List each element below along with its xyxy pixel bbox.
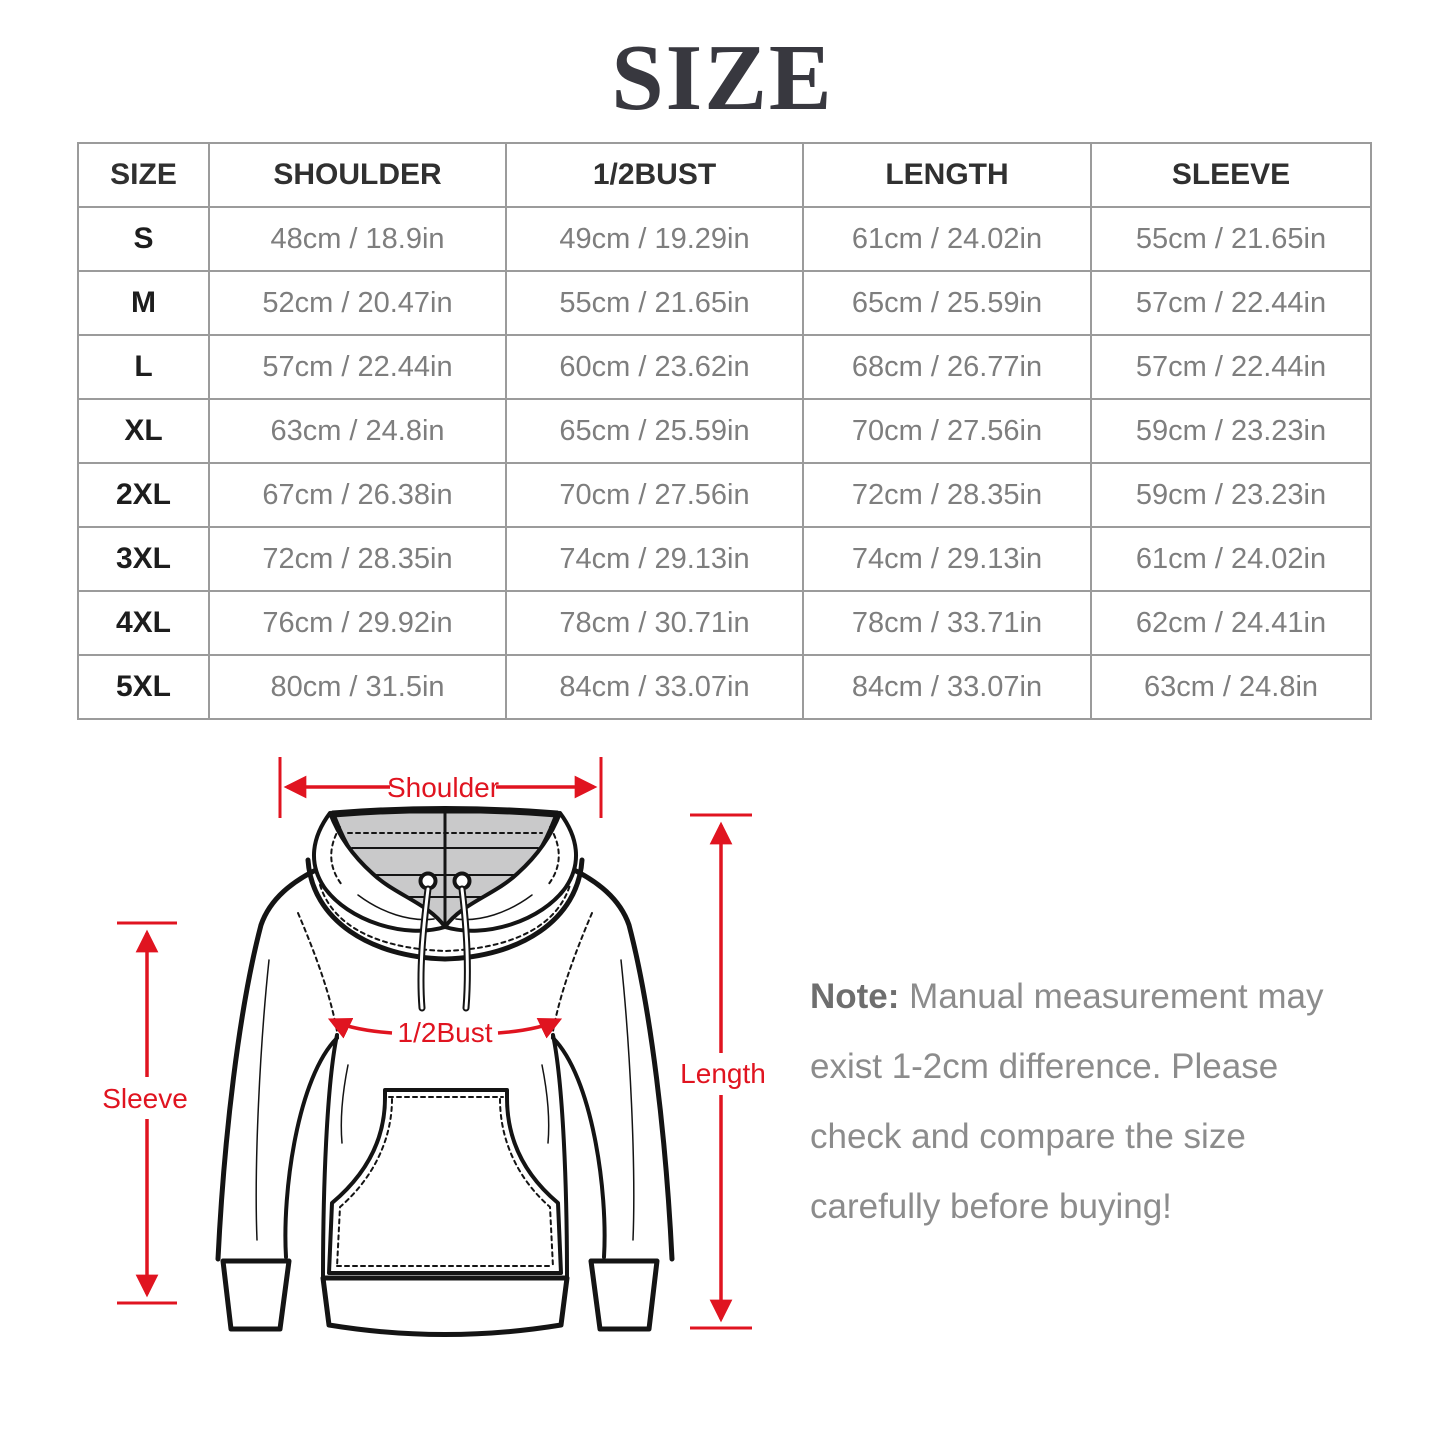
measurement-cell: 70cm / 27.56in	[802, 398, 1092, 464]
left-sleeve-inner-edge	[283, 1036, 339, 1259]
measurement-cell: 55cm / 21.65in	[1090, 206, 1372, 272]
column-header-shoulder: SHOULDER	[208, 142, 507, 208]
measurement-cell: 63cm / 24.8in	[208, 398, 507, 464]
measurement-cell: 84cm / 33.07in	[505, 654, 804, 720]
size-table-body: S 48cm / 18.9in 49cm / 19.29in 61cm / 24.02…	[77, 206, 1372, 720]
measurement-cell: 57cm / 22.44in	[1090, 334, 1372, 400]
measurement-cell: 67cm / 26.38in	[208, 462, 507, 528]
table-row: 4XL 76cm / 29.92in 78cm / 30.71in 78cm / 33…	[77, 590, 1372, 656]
right-sleeve-inner-edge	[551, 1036, 607, 1259]
column-header-size: SIZE	[77, 142, 210, 208]
table-row: S 48cm / 18.9in 49cm / 19.29in 61cm / 24.02…	[77, 206, 1372, 272]
halfbust-arrow-left	[327, 1018, 393, 1039]
measurement-cell: 63cm / 24.8in	[1090, 654, 1372, 720]
right-sleeve-crease	[620, 959, 635, 1241]
size-value-cell: M	[77, 270, 210, 336]
pocket-stitch-right	[499, 1098, 554, 1268]
measurement-cell: 70cm / 27.56in	[505, 462, 804, 528]
measurement-cell: 72cm / 28.35in	[802, 462, 1092, 528]
halfbust-label: 1/2Bust	[398, 1017, 493, 1048]
collar-rim-stitch	[319, 884, 571, 952]
measurement-cell: 68cm / 26.77in	[802, 334, 1092, 400]
right-body-side-edge	[551, 1033, 569, 1280]
size-value-cell: 4XL	[77, 590, 210, 656]
hem-band	[320, 1275, 570, 1337]
measurement-cell: 76cm / 29.92in	[208, 590, 507, 656]
measurement-cell: 62cm / 24.41in	[1090, 590, 1372, 656]
measurement-cell: 74cm / 29.13in	[802, 526, 1092, 592]
size-value-cell: 5XL	[77, 654, 210, 720]
left-shoulder-sleeve-edge	[215, 864, 325, 1262]
measurement-cell: 74cm / 29.13in	[505, 526, 804, 592]
collar-fold-right	[443, 811, 578, 933]
size-table-header: SIZE SHOULDER 1/2BUST LENGTH SLEEVE	[77, 142, 1372, 208]
right-armhole-seam	[551, 912, 593, 1038]
collar-fold-left	[312, 811, 447, 933]
left-body-crease	[340, 1064, 349, 1144]
fold-stitch-right	[547, 826, 560, 886]
left-body-side-edge	[321, 1033, 339, 1280]
measurement-cell: 59cm / 23.23in	[1090, 462, 1372, 528]
halfbust-arrow-right	[497, 1018, 563, 1039]
collar-outer-rim	[305, 857, 585, 962]
note-label: Note:	[810, 977, 900, 1016]
measurement-cell: 52cm / 20.47in	[208, 270, 507, 336]
measurement-cell: 84cm / 33.07in	[802, 654, 1092, 720]
right-shoulder-sleeve-edge	[565, 864, 675, 1262]
measurement-cell: 80cm / 31.5in	[208, 654, 507, 720]
measurement-cell: 65cm / 25.59in	[802, 270, 1092, 336]
left-drawstring-core	[419, 887, 430, 1010]
page-title: SIZE	[611, 26, 834, 130]
measurement-cell: 72cm / 28.35in	[208, 526, 507, 592]
measurement-cell: 57cm / 22.44in	[208, 334, 507, 400]
pocket-stitch-left	[336, 1098, 393, 1268]
kangaroo-pocket	[327, 1088, 563, 1275]
table-row: 5XL 80cm / 31.5in 84cm / 33.07in 84cm / 33.…	[77, 654, 1372, 720]
right-cuff	[588, 1258, 660, 1332]
measurement-cell: 49cm / 19.29in	[505, 206, 804, 272]
table-row: M 52cm / 20.47in 55cm / 21.65in 65cm / 25.5…	[77, 270, 1372, 336]
measurement-cell: 59cm / 23.23in	[1090, 398, 1372, 464]
size-value-cell: 3XL	[77, 526, 210, 592]
table-row: L 57cm / 22.44in 60cm / 23.62in 68cm / 26.7…	[77, 334, 1372, 400]
size-table: SIZE SHOULDER 1/2BUST LENGTH SLEEVE S 48c…	[77, 142, 1372, 720]
right-drawstring-core	[460, 887, 469, 1010]
measurement-cell: 78cm / 33.71in	[802, 590, 1092, 656]
measurement-cell: 48cm / 18.9in	[208, 206, 507, 272]
left-cuff	[220, 1258, 292, 1332]
column-header-length: LENGTH	[802, 142, 1092, 208]
fold-stitch-left	[330, 826, 343, 886]
size-value-cell: L	[77, 334, 210, 400]
hoodie-measurement-diagram: Shoulder Sleeve Length 1/2Bust	[90, 745, 790, 1405]
measurement-cell: 55cm / 21.65in	[505, 270, 804, 336]
table-row: 3XL 72cm / 28.35in 74cm / 29.13in 74cm / 29…	[77, 526, 1372, 592]
column-header-halfbust: 1/2BUST	[505, 142, 804, 208]
column-header-sleeve: SLEEVE	[1090, 142, 1372, 208]
measurement-cell: 57cm / 22.44in	[1090, 270, 1372, 336]
shoulder-label: Shoulder	[387, 772, 499, 803]
left-sleeve-crease	[255, 959, 270, 1241]
size-value-cell: XL	[77, 398, 210, 464]
size-value-cell: 2XL	[77, 462, 210, 528]
measurement-cell: 61cm / 24.02in	[802, 206, 1092, 272]
table-row: XL 63cm / 24.8in 65cm / 25.59in 70cm / 27.5…	[77, 398, 1372, 464]
measurement-cell: 60cm / 23.62in	[505, 334, 804, 400]
measurement-cell: 65cm / 25.59in	[505, 398, 804, 464]
measurement-cell: 78cm / 30.71in	[505, 590, 804, 656]
measurement-cell: 61cm / 24.02in	[1090, 526, 1372, 592]
length-label: Length	[680, 1058, 766, 1089]
table-row: 2XL 67cm / 26.38in 70cm / 27.56in 72cm / 28…	[77, 462, 1372, 528]
note-body: Manual measurement may exist 1-2cm diffe…	[810, 977, 1324, 1226]
hood-top-edge	[329, 806, 561, 818]
left-armhole-seam	[297, 912, 339, 1038]
size-value-cell: S	[77, 206, 210, 272]
right-body-crease	[541, 1064, 550, 1144]
sleeve-label: Sleeve	[102, 1083, 188, 1114]
hoodie-line-art: Shoulder Sleeve Length 1/2Bust	[102, 757, 766, 1339]
note-text: Note: Manual measurement may exist 1-2cm…	[810, 962, 1370, 1242]
